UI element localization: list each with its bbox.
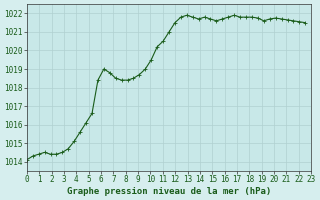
X-axis label: Graphe pression niveau de la mer (hPa): Graphe pression niveau de la mer (hPa) xyxy=(67,187,271,196)
